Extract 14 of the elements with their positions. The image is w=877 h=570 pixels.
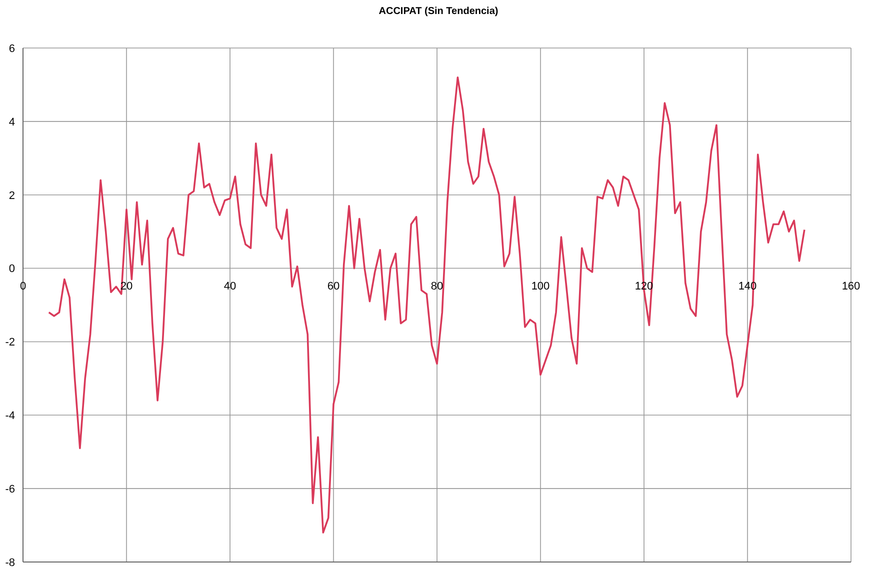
y-tick-label: -8 <box>5 556 15 569</box>
x-tick-label: 160 <box>842 280 860 293</box>
x-tick-label: 40 <box>224 280 236 293</box>
y-tick-label: 2 <box>8 190 15 202</box>
line-series <box>48 76 806 534</box>
y-tick-label: 0 <box>8 263 15 276</box>
x-tick-label: 60 <box>327 280 340 293</box>
y-tick-label: -2 <box>5 336 15 349</box>
chart-title: ACCIPAT (Sin Tendencia) <box>378 6 500 17</box>
y-tick-label: 6 <box>8 42 15 55</box>
y-tick-label: 4 <box>8 116 15 128</box>
y-tick-label: -6 <box>5 483 15 496</box>
y-tick-label: -4 <box>5 410 15 422</box>
x-tick-label: 100 <box>531 280 550 293</box>
